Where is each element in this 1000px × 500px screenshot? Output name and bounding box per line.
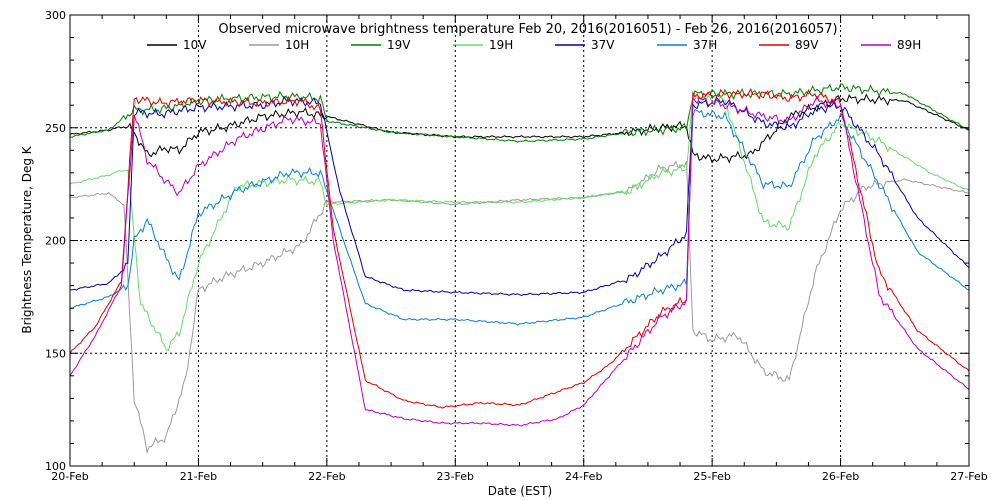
legend-label-10h: 10H — [285, 38, 309, 52]
plot-frame — [69, 14, 970, 467]
legend-label-37v: 37V — [591, 38, 615, 52]
series-line-37v — [69, 95, 970, 297]
x-tick-label: 25-Feb — [693, 470, 730, 483]
y-tick-label: 200 — [45, 235, 66, 248]
x-tick-label: 23-Feb — [437, 470, 474, 483]
legend-label-89h: 89H — [897, 38, 921, 52]
y-tick-label: 300 — [45, 9, 66, 22]
series-lines — [69, 83, 970, 455]
y-tick-label: 100 — [45, 460, 66, 473]
gridlines — [70, 15, 969, 466]
x-tick-label: 27-Feb — [950, 470, 987, 483]
x-axis-title: Date (EST) — [488, 484, 552, 498]
y-tick-label: 250 — [45, 122, 66, 135]
legend-label-10v: 10V — [183, 38, 207, 52]
series-line-19h — [69, 94, 970, 352]
y-axis-title: Brightness Temperature, Deg K — [20, 145, 34, 333]
series-line-89h — [69, 95, 970, 427]
x-tick-label: 20-Feb — [51, 470, 88, 483]
series-line-10v — [69, 93, 970, 164]
y-tick-label: 150 — [45, 347, 66, 360]
axis-ticks: 20-Feb 21-Feb 22-Feb 23-Feb 24-Feb 25-Feb 26-F… — [45, 9, 988, 483]
series-line-89v — [69, 88, 970, 409]
legend-label-19h: 19H — [489, 38, 513, 52]
legend-label-37h: 37H — [693, 38, 717, 52]
series-line-37h — [69, 108, 970, 326]
series-line-19v — [69, 83, 970, 143]
chart-title: Observed microwave brightness temperatur… — [218, 22, 837, 37]
series-line-10h — [69, 160, 970, 455]
legend: 10V 10H 19V 19H 37V 37H 89V 89H — [147, 38, 921, 52]
legend-label-89v: 89V — [795, 38, 819, 52]
x-tick-label: 26-Feb — [822, 470, 859, 483]
x-tick-label: 22-Feb — [308, 470, 345, 483]
legend-label-19v: 19V — [387, 38, 411, 52]
x-tick-label: 21-Feb — [180, 470, 217, 483]
x-tick-label: 24-Feb — [565, 470, 602, 483]
